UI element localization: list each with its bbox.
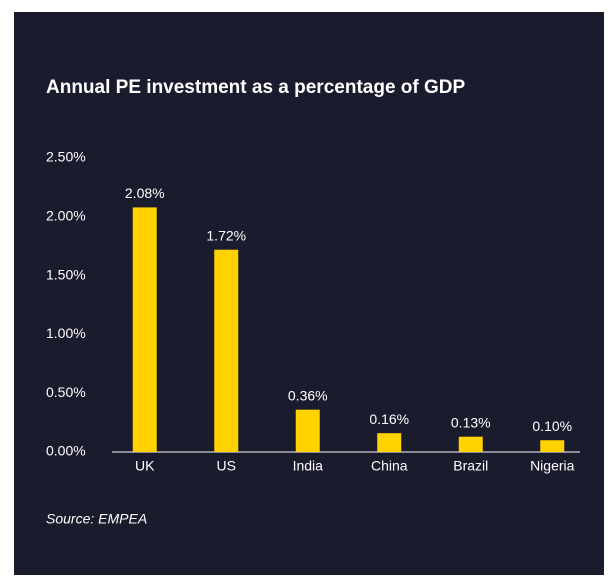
bar [295,409,320,452]
y-tick-label: 2.50% [46,149,86,165]
bar [214,249,239,452]
y-tick-label: 1.00% [46,325,86,341]
bar [377,433,402,452]
x-tick-label: Brazil [453,458,488,474]
x-tick-label: China [371,458,408,474]
x-tick-label: US [217,458,236,474]
source-note: Source: EMPEA [46,511,147,527]
bar [132,207,157,452]
chart-background [14,12,604,575]
value-label: 0.36% [288,387,328,403]
y-tick-label: 2.00% [46,208,86,224]
chart-title: Annual PE investment as a percentage of … [46,77,465,98]
x-tick-label: India [293,458,324,474]
value-label: 0.13% [451,414,491,430]
value-label: 2.08% [125,185,165,201]
value-label: 1.72% [206,227,246,243]
x-tick-label: Nigeria [530,458,575,474]
bar [540,440,565,452]
bar [458,436,483,452]
value-label: 0.10% [532,418,572,434]
y-tick-label: 1.50% [46,266,86,282]
value-label: 0.16% [369,411,409,427]
y-tick-label: 0.50% [46,384,86,400]
x-tick-label: UK [135,458,155,474]
y-tick-label: 0.00% [46,443,86,459]
